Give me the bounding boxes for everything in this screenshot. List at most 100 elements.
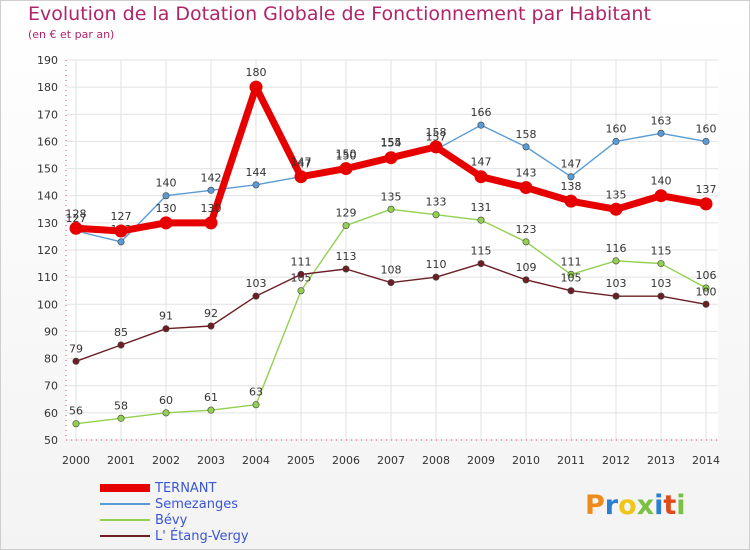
data-point-l-tang-vergy bbox=[387, 279, 395, 287]
data-point-ternant bbox=[564, 194, 578, 208]
y-tick-label: 120 bbox=[37, 244, 58, 257]
data-label-semezanges: 150 bbox=[336, 150, 357, 163]
data-point-ternant bbox=[114, 224, 128, 238]
data-point-ternant bbox=[204, 216, 218, 230]
proxiti-logo: Proxiti bbox=[585, 490, 686, 521]
logo-letter: x bbox=[636, 490, 655, 521]
data-point-l-tang-vergy bbox=[162, 325, 170, 333]
data-point-semezanges bbox=[567, 173, 575, 181]
data-point-ternant bbox=[69, 221, 83, 235]
data-point-b-vy bbox=[657, 260, 665, 268]
data-label-semezanges: 147 bbox=[561, 158, 582, 171]
data-point-l-tang-vergy bbox=[117, 341, 125, 349]
data-label-b-vy: 135 bbox=[381, 190, 402, 203]
data-point-l-tang-vergy bbox=[522, 276, 530, 284]
logo-letter: o bbox=[618, 490, 637, 521]
data-point-semezanges bbox=[477, 121, 485, 129]
logo-letter: i bbox=[676, 490, 686, 521]
data-label-semezanges: 155 bbox=[381, 136, 402, 149]
data-point-l-tang-vergy bbox=[297, 270, 305, 278]
y-tick-label: 150 bbox=[37, 163, 58, 176]
data-label-semezanges: 160 bbox=[606, 122, 627, 135]
x-tick-label: 2002 bbox=[152, 454, 180, 467]
y-tick-label: 160 bbox=[37, 135, 58, 148]
data-label-l-tang-vergy: 105 bbox=[561, 272, 582, 285]
data-label-l-tang-vergy: 79 bbox=[69, 342, 83, 355]
data-label-b-vy: 116 bbox=[606, 242, 627, 255]
x-tick-label: 2012 bbox=[602, 454, 630, 467]
x-tick-label: 2000 bbox=[62, 454, 90, 467]
data-label-ternant: 137 bbox=[696, 183, 717, 196]
data-point-b-vy bbox=[72, 420, 80, 428]
data-label-ternant: 143 bbox=[516, 167, 537, 180]
data-label-ternant: 158 bbox=[426, 126, 447, 139]
data-point-l-tang-vergy bbox=[72, 357, 80, 365]
legend-label-l-tang-vergy: L' Étang-Vergy bbox=[155, 528, 249, 544]
data-label-ternant: 180 bbox=[246, 66, 267, 79]
data-label-b-vy: 56 bbox=[69, 405, 83, 418]
data-label-b-vy: 61 bbox=[204, 391, 218, 404]
data-point-b-vy bbox=[297, 287, 305, 295]
data-label-semezanges: 166 bbox=[471, 106, 492, 119]
data-label-b-vy: 115 bbox=[651, 245, 672, 258]
data-label-ternant: 154 bbox=[381, 137, 402, 150]
data-point-b-vy bbox=[702, 284, 710, 292]
data-point-b-vy bbox=[252, 401, 260, 409]
data-point-semezanges bbox=[117, 238, 125, 246]
logo-letter: P bbox=[585, 490, 605, 521]
data-label-semezanges: 157 bbox=[426, 131, 447, 144]
x-tick-label: 2003 bbox=[197, 454, 225, 467]
x-tick-label: 2008 bbox=[422, 454, 450, 467]
data-point-ternant bbox=[654, 189, 668, 203]
y-tick-label: 190 bbox=[37, 54, 58, 67]
chart-title: Evolution de la Dotation Globale de Fonc… bbox=[28, 3, 651, 25]
data-point-b-vy bbox=[567, 270, 575, 278]
data-point-l-tang-vergy bbox=[252, 292, 260, 300]
logo-letter: i bbox=[654, 490, 664, 521]
x-tick-label: 2011 bbox=[557, 454, 585, 467]
y-tick-label: 60 bbox=[44, 407, 58, 420]
data-label-b-vy: 106 bbox=[696, 269, 717, 282]
data-label-semezanges: 160 bbox=[696, 122, 717, 135]
data-point-ternant bbox=[474, 170, 488, 184]
data-point-b-vy bbox=[162, 409, 170, 417]
data-point-b-vy bbox=[207, 406, 215, 414]
data-label-ternant: 147 bbox=[471, 156, 492, 169]
data-point-l-tang-vergy bbox=[207, 322, 215, 330]
data-point-semezanges bbox=[657, 129, 665, 137]
data-point-semezanges bbox=[162, 192, 170, 200]
data-label-b-vy: 133 bbox=[426, 196, 447, 209]
data-label-ternant: 135 bbox=[606, 188, 627, 201]
logo-letter: t bbox=[663, 490, 677, 521]
data-point-b-vy bbox=[387, 205, 395, 213]
data-label-b-vy: 123 bbox=[516, 223, 537, 236]
legend-label-ternant: TERNANT bbox=[154, 481, 217, 496]
data-point-b-vy bbox=[612, 257, 620, 265]
data-label-semezanges: 144 bbox=[246, 166, 267, 179]
y-tick-label: 80 bbox=[44, 353, 58, 366]
data-label-l-tang-vergy: 103 bbox=[246, 277, 267, 290]
data-label-l-tang-vergy: 111 bbox=[291, 255, 312, 268]
data-label-l-tang-vergy: 109 bbox=[516, 261, 537, 274]
y-tick-label: 100 bbox=[37, 298, 58, 311]
y-tick-label: 180 bbox=[37, 81, 58, 94]
data-label-b-vy: 58 bbox=[114, 399, 128, 412]
data-point-semezanges bbox=[612, 137, 620, 145]
y-tick-label: 70 bbox=[44, 380, 58, 393]
legend-label-semezanges: Semezanges bbox=[155, 497, 238, 512]
data-point-ternant bbox=[384, 151, 398, 165]
data-label-b-vy: 111 bbox=[561, 255, 582, 268]
y-tick-label: 170 bbox=[37, 108, 58, 121]
x-tick-label: 2001 bbox=[107, 454, 135, 467]
data-point-ternant bbox=[294, 170, 308, 184]
data-label-b-vy: 63 bbox=[249, 386, 263, 399]
data-label-ternant: 147 bbox=[291, 156, 312, 169]
x-tick-label: 2007 bbox=[377, 454, 405, 467]
data-label-semezanges: 142 bbox=[201, 171, 222, 184]
data-point-l-tang-vergy bbox=[567, 287, 575, 295]
x-tick-label: 2006 bbox=[332, 454, 360, 467]
data-label-b-vy: 105 bbox=[291, 272, 312, 285]
data-point-semezanges bbox=[522, 143, 530, 151]
x-tick-label: 2013 bbox=[647, 454, 675, 467]
